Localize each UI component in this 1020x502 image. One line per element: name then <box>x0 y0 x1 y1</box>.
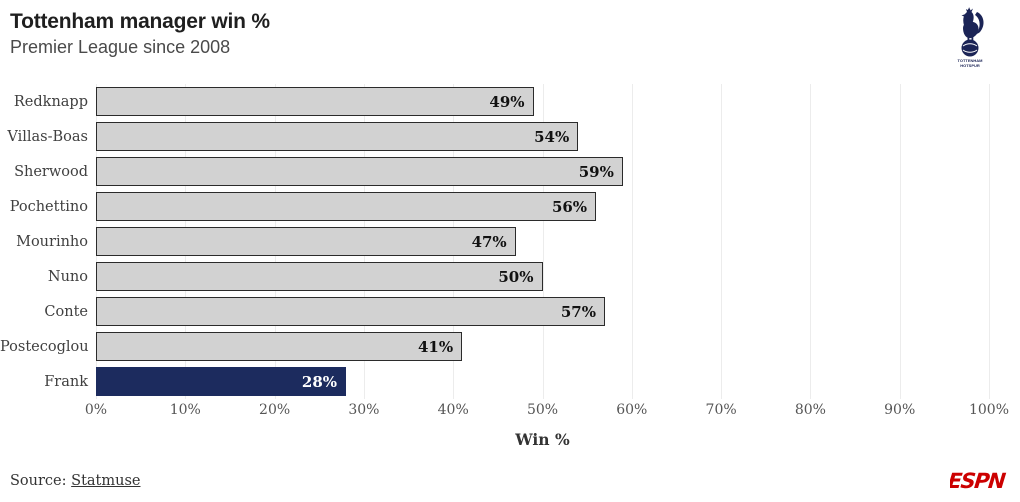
category-label: Nuno <box>47 268 88 285</box>
bar-track: 54% <box>96 119 989 154</box>
bar-row: Nuno 50% <box>0 259 989 294</box>
category-label: Sherwood <box>14 163 88 180</box>
x-tick-label: 10% <box>169 402 201 418</box>
x-axis: 0% 10% 20% 30% 40% 50% 60% 70% 80% 90% 100% <box>85 399 1009 421</box>
bar-value-label: 54% <box>534 127 570 146</box>
bar-track: 49% <box>96 84 989 119</box>
bar-value-label: 47% <box>471 232 507 251</box>
x-tick-label: 90% <box>884 402 916 418</box>
espn-logo-text: ESPN <box>950 470 1007 492</box>
bar-row: Conte 57% <box>0 294 989 329</box>
bar-value-label: 49% <box>489 92 525 111</box>
bar-rows: Redknapp 49% Villas-Boas 54% Sherwood 59% Poch… <box>0 84 989 399</box>
category-label: Villas-Boas <box>7 128 88 145</box>
source-note: Source: Statmuse <box>10 473 140 489</box>
bar-track: 28% <box>96 364 989 399</box>
bar-row: Sherwood 59% <box>0 154 989 189</box>
bar-track: 47% <box>96 224 989 259</box>
bar-track: 50% <box>96 259 989 294</box>
page-subtitle: Premier League since 2008 <box>10 37 231 58</box>
page-title: Tottenham manager win % <box>10 10 270 33</box>
x-tick-label: 70% <box>705 402 737 418</box>
crest-text-line1: TOTTENHAM <box>957 58 983 63</box>
bar: 28% <box>96 367 347 396</box>
x-tick-label: 50% <box>526 402 559 418</box>
x-tick-label: 60% <box>616 402 648 418</box>
bar-value-label: 56% <box>551 197 588 216</box>
gridline <box>810 84 812 399</box>
bar-value-label: 41% <box>417 337 454 356</box>
bar: 49% <box>96 87 534 116</box>
bar-track: 57% <box>96 294 989 329</box>
espn-logo: ESPN <box>950 470 1007 492</box>
bar: 56% <box>96 192 597 221</box>
crest-text-line2: HOTSPUR <box>960 63 980 68</box>
category-label: Frank <box>44 373 88 390</box>
gridline <box>631 84 633 399</box>
x-tick-label: 40% <box>437 402 469 418</box>
gridline <box>989 84 990 399</box>
x-tick-label: 0% <box>84 402 108 418</box>
bar: 57% <box>96 297 605 326</box>
bar-row: Villas-Boas 54% <box>0 119 989 154</box>
bar-track: 41% <box>96 329 989 364</box>
gridline <box>542 84 544 399</box>
bar-chart: Redknapp 49% Villas-Boas 54% Sherwood 59% Poch… <box>0 84 990 399</box>
bar-value-label: 57% <box>560 302 596 321</box>
bar-row: Postecoglou 41% <box>0 329 989 364</box>
bar-row: Mourinho 47% <box>0 224 989 259</box>
bar: 59% <box>96 157 623 186</box>
bar-value-label: 28% <box>301 372 338 391</box>
x-tick-label: 80% <box>794 402 826 418</box>
bar: 54% <box>96 122 579 151</box>
x-tick-label: 30% <box>348 402 380 418</box>
source-link[interactable]: Statmuse <box>71 473 141 489</box>
tottenham-crest-icon: TOTTENHAM HOTSPUR <box>957 7 984 68</box>
chart-header: Tottenham manager win % Premier League s… <box>10 7 1010 80</box>
bar: 50% <box>96 262 543 291</box>
source-prefix: Source: <box>10 473 72 489</box>
bar-value-label: 50% <box>498 267 534 286</box>
bar-value-label: 59% <box>578 162 614 181</box>
bar: 41% <box>96 332 463 361</box>
bar: 47% <box>96 227 516 256</box>
x-tick-label: 20% <box>259 402 291 418</box>
bar-track: 59% <box>96 154 989 189</box>
bar-row: Pochettino 56% <box>0 189 989 224</box>
bar-track: 56% <box>96 189 989 224</box>
category-label: Mourinho <box>16 233 88 250</box>
category-label: Postecoglou <box>0 338 89 355</box>
x-axis-label: Win % <box>515 430 570 449</box>
category-label: Conte <box>44 303 88 320</box>
category-label: Redknapp <box>13 93 88 110</box>
gridline <box>721 84 723 399</box>
gridline <box>899 84 901 399</box>
footer: Source: Statmuse ESPN <box>10 468 1008 494</box>
x-tick-label: 100% <box>968 402 1010 418</box>
bar-row: Redknapp 49% <box>0 84 989 119</box>
category-label: Pochettino <box>9 198 88 215</box>
bar-row: Frank 28% <box>0 364 989 399</box>
